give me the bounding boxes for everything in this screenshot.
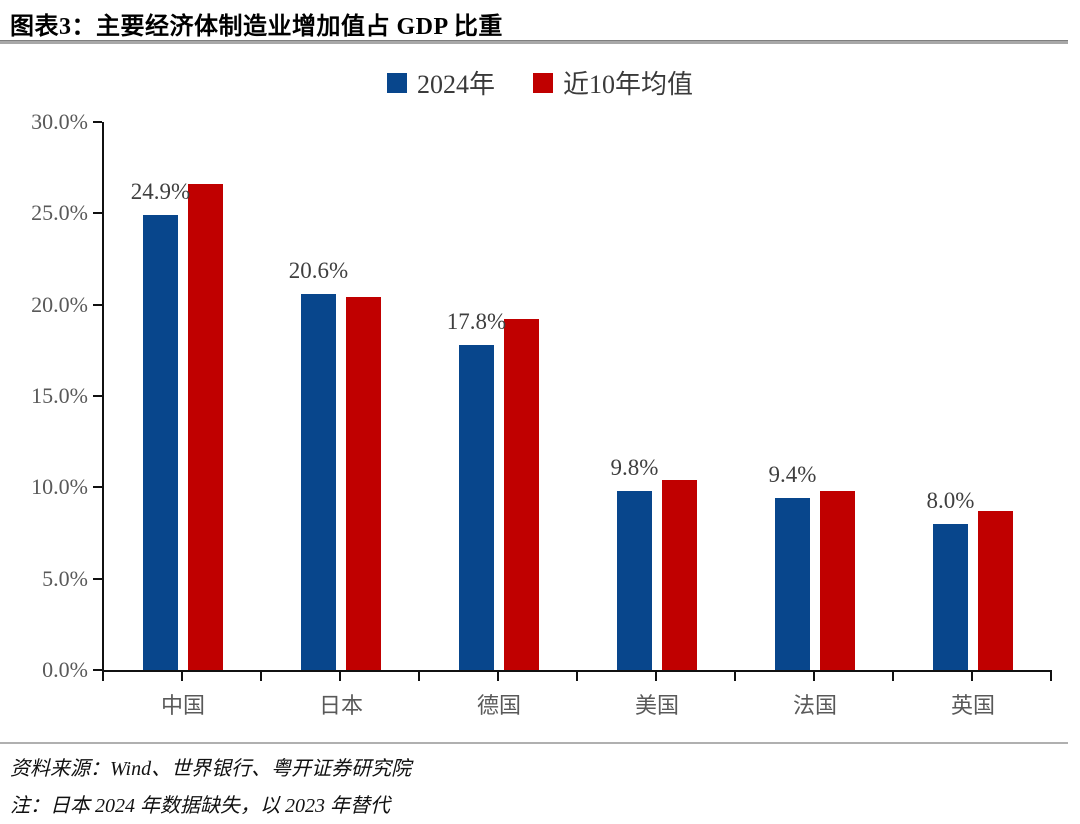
legend-swatch-red-icon xyxy=(533,72,553,93)
y-axis-tick-mark xyxy=(93,669,102,671)
x-axis-tick-mark xyxy=(497,670,499,681)
bar-10yr-avg-6 xyxy=(978,511,1013,670)
bar-value-label: 24.9% xyxy=(130,179,191,205)
x-axis-tick-mark xyxy=(892,670,894,681)
legend-item-2024: 2024年 xyxy=(386,64,495,101)
bar-2024-3 xyxy=(459,344,494,670)
x-axis-tick-mark xyxy=(418,670,420,681)
bar-10yr-avg-3 xyxy=(504,319,539,670)
y-axis-tick-mark xyxy=(93,577,102,580)
bar-2024-6 xyxy=(933,523,968,670)
y-axis-tick-label: 10.0% xyxy=(31,474,88,500)
x-axis-category-label: 美国 xyxy=(634,693,679,718)
y-axis-line xyxy=(102,122,104,672)
x-axis-category-label: 英国 xyxy=(950,693,995,718)
bar-10yr-avg-4 xyxy=(662,480,697,670)
x-axis-tick-mark xyxy=(260,670,262,681)
x-axis-category-label: 日本 xyxy=(318,693,363,718)
y-axis-tick-label: 15.0% xyxy=(31,383,88,408)
y-axis-tick-label: 0.0% xyxy=(42,657,88,682)
bar-2024-4 xyxy=(617,490,652,670)
x-axis-tick-mark xyxy=(576,670,578,681)
x-axis-tick-mark xyxy=(971,670,973,681)
chart-title: 图表3：主要经济体制造业增加值占 GDP 比重 xyxy=(10,14,503,40)
x-axis-tick-mark xyxy=(655,670,657,681)
legend-label: 近10年均值 xyxy=(563,70,694,99)
bar-2024-1 xyxy=(143,215,178,670)
y-axis-tick-label: 25.0% xyxy=(31,200,88,226)
y-axis-tick-mark xyxy=(93,395,102,397)
x-axis-category-label: 法国 xyxy=(792,693,837,718)
data-source-note: 资料来源：Wind、世界银行、粤开证券研究院 xyxy=(10,758,412,780)
bar-10yr-avg-2 xyxy=(346,297,381,670)
bar-10yr-avg-5 xyxy=(820,490,855,670)
legend-item-10yr-avg: 近10年均值 xyxy=(533,64,693,101)
x-axis-tick-mark xyxy=(181,670,183,681)
x-axis-category-label: 德国 xyxy=(476,693,521,718)
bar-value-label: 20.6% xyxy=(288,257,349,283)
title-divider xyxy=(0,40,1068,44)
x-axis-category-label: 中国 xyxy=(160,693,205,718)
bar-10yr-avg-1 xyxy=(188,184,223,670)
legend-swatch-blue-icon xyxy=(386,72,407,93)
y-axis-tick-mark xyxy=(93,486,102,489)
y-axis-tick-mark xyxy=(93,303,102,306)
bar-value-label: 8.0% xyxy=(926,487,975,513)
footer-divider xyxy=(0,742,1068,744)
chart-legend: 2024年 近10年均值 xyxy=(0,64,1080,101)
chart-footnote: 注：日本 2024 年数据缺失，以 2023 年替代 xyxy=(10,795,390,817)
bar-2024-5 xyxy=(775,498,810,670)
x-axis-tick-mark xyxy=(1050,670,1052,681)
x-axis-tick-mark xyxy=(339,670,341,681)
y-axis-tick-label: 5.0% xyxy=(42,565,88,591)
y-axis-tick-label: 30.0% xyxy=(31,109,88,134)
x-axis-tick-mark xyxy=(734,670,736,681)
y-axis-tick-label: 20.0% xyxy=(31,291,88,317)
x-axis-tick-mark xyxy=(102,670,104,681)
bar-2024-2 xyxy=(301,293,336,670)
bar-value-label: 17.8% xyxy=(446,308,507,334)
y-axis-tick-mark xyxy=(93,121,102,123)
x-axis-tick-mark xyxy=(813,670,815,681)
legend-label: 2024年 xyxy=(416,70,495,99)
bar-value-label: 9.4% xyxy=(768,462,817,488)
y-axis-tick-mark xyxy=(93,212,102,215)
bar-value-label: 9.8% xyxy=(610,454,659,480)
